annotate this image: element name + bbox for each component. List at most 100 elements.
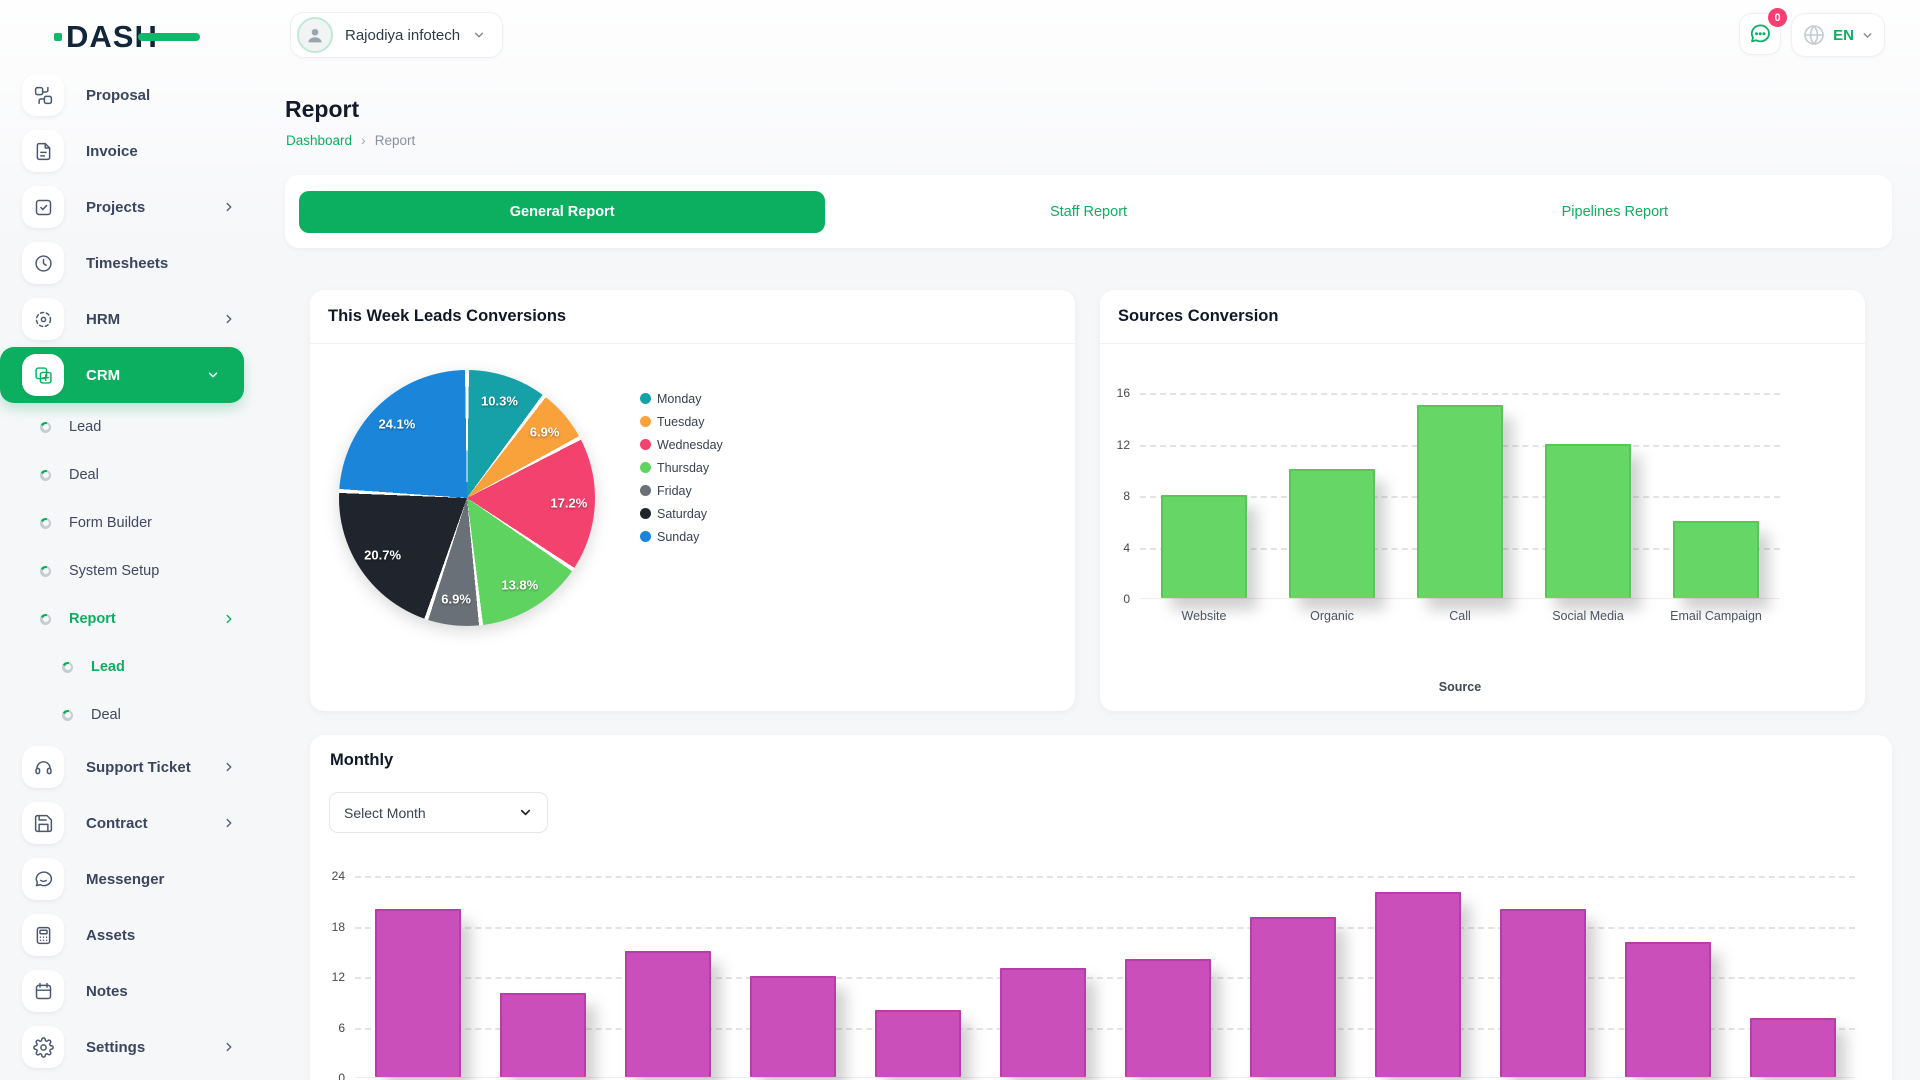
- headset-icon: [22, 746, 64, 788]
- tab-staff-report[interactable]: Staff Report: [825, 191, 1351, 233]
- sidebar-item-contract[interactable]: Contract: [0, 795, 260, 851]
- bar-bar-9: [1374, 891, 1461, 1077]
- legend-dot-icon: [640, 416, 651, 427]
- projects-icon: [22, 186, 64, 228]
- sidebar-item-hrm[interactable]: HRM: [0, 291, 260, 347]
- y-axis-tick-label: 18: [331, 919, 345, 934]
- legend-item-tuesday[interactable]: Tuesday: [640, 410, 723, 433]
- legend-dot-icon: [640, 439, 651, 450]
- breadcrumb-current: Report: [374, 132, 416, 148]
- messenger-icon: [22, 858, 64, 900]
- pie-legend: Monday Tuesday Wednesday Thursday Friday Satu…: [640, 387, 723, 548]
- sidebar-item-deal[interactable]: Deal: [0, 691, 260, 739]
- sidebar-item-label: Deal: [91, 707, 121, 723]
- sidebar-item-projects[interactable]: Projects: [0, 179, 260, 235]
- chevron-right-icon: [222, 1040, 236, 1054]
- sidebar-item-label: Messenger: [86, 870, 165, 888]
- submenu-dot-icon: [40, 517, 51, 529]
- pie-value-label-sunday: 24.1%: [378, 416, 416, 432]
- calendar-icon: [22, 970, 64, 1012]
- sidebar-item-timesheets[interactable]: Timesheets: [0, 235, 260, 291]
- chevron-down-icon: [206, 368, 220, 382]
- bar-bar-11: [1624, 942, 1711, 1077]
- tab-label: Pipelines Report: [1561, 203, 1669, 220]
- card-title: Sources Conversion: [1118, 307, 1279, 325]
- gridline: [355, 926, 1855, 929]
- messages-button[interactable]: 0: [1739, 8, 1787, 55]
- sidebar-item-label: Projects: [86, 198, 146, 216]
- submenu-dot-icon: [62, 709, 73, 721]
- sidebar: Proposal Invoice Projects Timesheets HRM CRM L…: [0, 67, 260, 1075]
- sidebar-item-assets[interactable]: Assets: [0, 907, 260, 963]
- sidebar-item-deal[interactable]: Deal: [0, 451, 260, 499]
- legend-label: Wednesday: [657, 437, 723, 452]
- leads-pie-chart: 10.3% 6.9% 17.2% 13.8% 6.9% 20.7% 24.1%: [339, 370, 595, 626]
- legend-label: Thursday: [657, 460, 710, 475]
- sidebar-item-label: Proposal: [86, 86, 151, 104]
- bar-bar-4: [749, 976, 836, 1077]
- sidebar-item-notes[interactable]: Notes: [0, 963, 260, 1019]
- y-axis-tick-label: 16: [1116, 386, 1130, 400]
- sidebar-item-lead[interactable]: Lead: [0, 643, 260, 691]
- legend-item-monday[interactable]: Monday: [640, 387, 723, 410]
- company-selector[interactable]: Rajodiya infotech: [290, 12, 504, 58]
- pie-graphic: [339, 370, 595, 626]
- legend-item-friday[interactable]: Friday: [640, 479, 723, 502]
- sidebar-item-label: Form Builder: [69, 515, 152, 531]
- sidebar-item-report[interactable]: Report: [0, 595, 260, 643]
- bar-bar-10: [1499, 908, 1586, 1077]
- legend-dot-icon: [640, 462, 651, 473]
- sidebar-item-label: Assets: [86, 926, 136, 944]
- bar-bar-1: [374, 908, 461, 1077]
- sidebar-item-proposal[interactable]: Proposal: [0, 67, 260, 123]
- tab-general-report[interactable]: General Report: [299, 190, 826, 233]
- bar-website: [1161, 495, 1247, 598]
- floppy-icon: [22, 802, 64, 844]
- chevron-down-icon: [472, 28, 486, 42]
- logo[interactable]: DASH: [54, 17, 216, 57]
- sources-conversion-card: Sources Conversion 0 4 8 12 16 Website Organic…: [1100, 290, 1865, 711]
- pie-value-label-wednesday: 17.2%: [550, 495, 588, 511]
- clock-icon: [22, 242, 64, 284]
- bar-bar-5: [874, 1009, 961, 1077]
- month-select[interactable]: Select Month: [329, 792, 548, 833]
- sidebar-item-label: Settings: [86, 1038, 146, 1056]
- chat-bubble-icon: [1748, 22, 1772, 46]
- legend-item-wednesday[interactable]: Wednesday: [640, 433, 723, 456]
- chevron-right-icon: [222, 816, 236, 830]
- y-axis-tick-label: 0: [1123, 592, 1130, 606]
- legend-item-saturday[interactable]: Saturday: [640, 502, 723, 525]
- gear-icon: [22, 1026, 64, 1068]
- legend-label: Sunday: [657, 529, 700, 544]
- globe-icon: [1802, 23, 1826, 47]
- sidebar-item-settings[interactable]: Settings: [0, 1019, 260, 1075]
- messages-badge: 0: [1768, 8, 1787, 27]
- pie-value-label-tuesday: 6.9%: [529, 424, 560, 440]
- pie-value-label-friday: 6.9%: [441, 591, 471, 607]
- sidebar-item-label: System Setup: [69, 563, 160, 579]
- bar-bar-2: [499, 992, 586, 1077]
- calculator-icon: [22, 914, 64, 956]
- sidebar-item-lead[interactable]: Lead: [0, 403, 260, 451]
- language-selector[interactable]: EN: [1791, 13, 1885, 57]
- breadcrumb-dashboard-link[interactable]: Dashboard: [286, 132, 353, 148]
- sidebar-item-crm[interactable]: CRM: [0, 347, 244, 403]
- month-select-value: Select Month: [344, 804, 426, 821]
- bar-bar-6: [999, 967, 1086, 1077]
- legend-item-sunday[interactable]: Sunday: [640, 525, 723, 548]
- legend-item-thursday[interactable]: Thursday: [640, 456, 723, 479]
- submenu-dot-icon: [40, 565, 51, 577]
- sidebar-item-messenger[interactable]: Messenger: [0, 851, 260, 907]
- x-axis-category-label: Website: [1181, 609, 1227, 623]
- chevron-right-icon: ›: [361, 132, 366, 148]
- submenu-dot-icon: [62, 661, 73, 673]
- sidebar-item-invoice[interactable]: Invoice: [0, 123, 260, 179]
- sidebar-item-label: Report: [69, 611, 116, 627]
- y-axis-tick-label: 0: [338, 1071, 345, 1080]
- bar-call: [1417, 404, 1503, 598]
- sidebar-item-support-ticket[interactable]: Support Ticket: [0, 739, 260, 795]
- tab-pipelines-report[interactable]: Pipelines Report: [1352, 191, 1878, 233]
- sidebar-item-label: Notes: [86, 982, 128, 1000]
- sidebar-item-form-builder[interactable]: Form Builder: [0, 499, 260, 547]
- sidebar-item-system-setup[interactable]: System Setup: [0, 547, 260, 595]
